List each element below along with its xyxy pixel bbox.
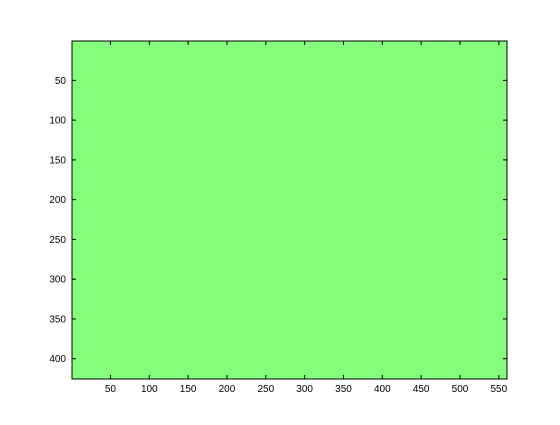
x-tick-label: 350	[335, 384, 352, 395]
image-area	[72, 41, 507, 379]
x-tick-label: 100	[141, 384, 158, 395]
y-tick-label: 100	[49, 116, 66, 127]
x-tick-label: 550	[491, 384, 508, 395]
x-tick-label: 450	[413, 384, 430, 395]
x-tick-label: 150	[180, 384, 197, 395]
y-tick-label: 200	[49, 195, 66, 206]
x-tick-label: 500	[452, 384, 469, 395]
x-tick-label: 250	[257, 384, 274, 395]
x-ticks: 50 100 150 200 250 300 350 400 450 500 550	[105, 41, 508, 395]
y-tick-label: 400	[49, 354, 66, 365]
y-tick-label: 350	[49, 314, 66, 325]
x-tick-label: 200	[219, 384, 236, 395]
y-ticks: 50 100 150 200 250 300 350 400	[49, 76, 507, 365]
x-tick-label: 300	[296, 384, 313, 395]
y-tick-label: 250	[49, 235, 66, 246]
x-tick-label: 50	[105, 384, 117, 395]
y-tick-label: 50	[55, 76, 67, 87]
axes-frame	[71, 40, 508, 380]
y-tick-label: 300	[49, 275, 66, 286]
x-tick-label: 400	[374, 384, 391, 395]
y-tick-label: 150	[49, 155, 66, 166]
